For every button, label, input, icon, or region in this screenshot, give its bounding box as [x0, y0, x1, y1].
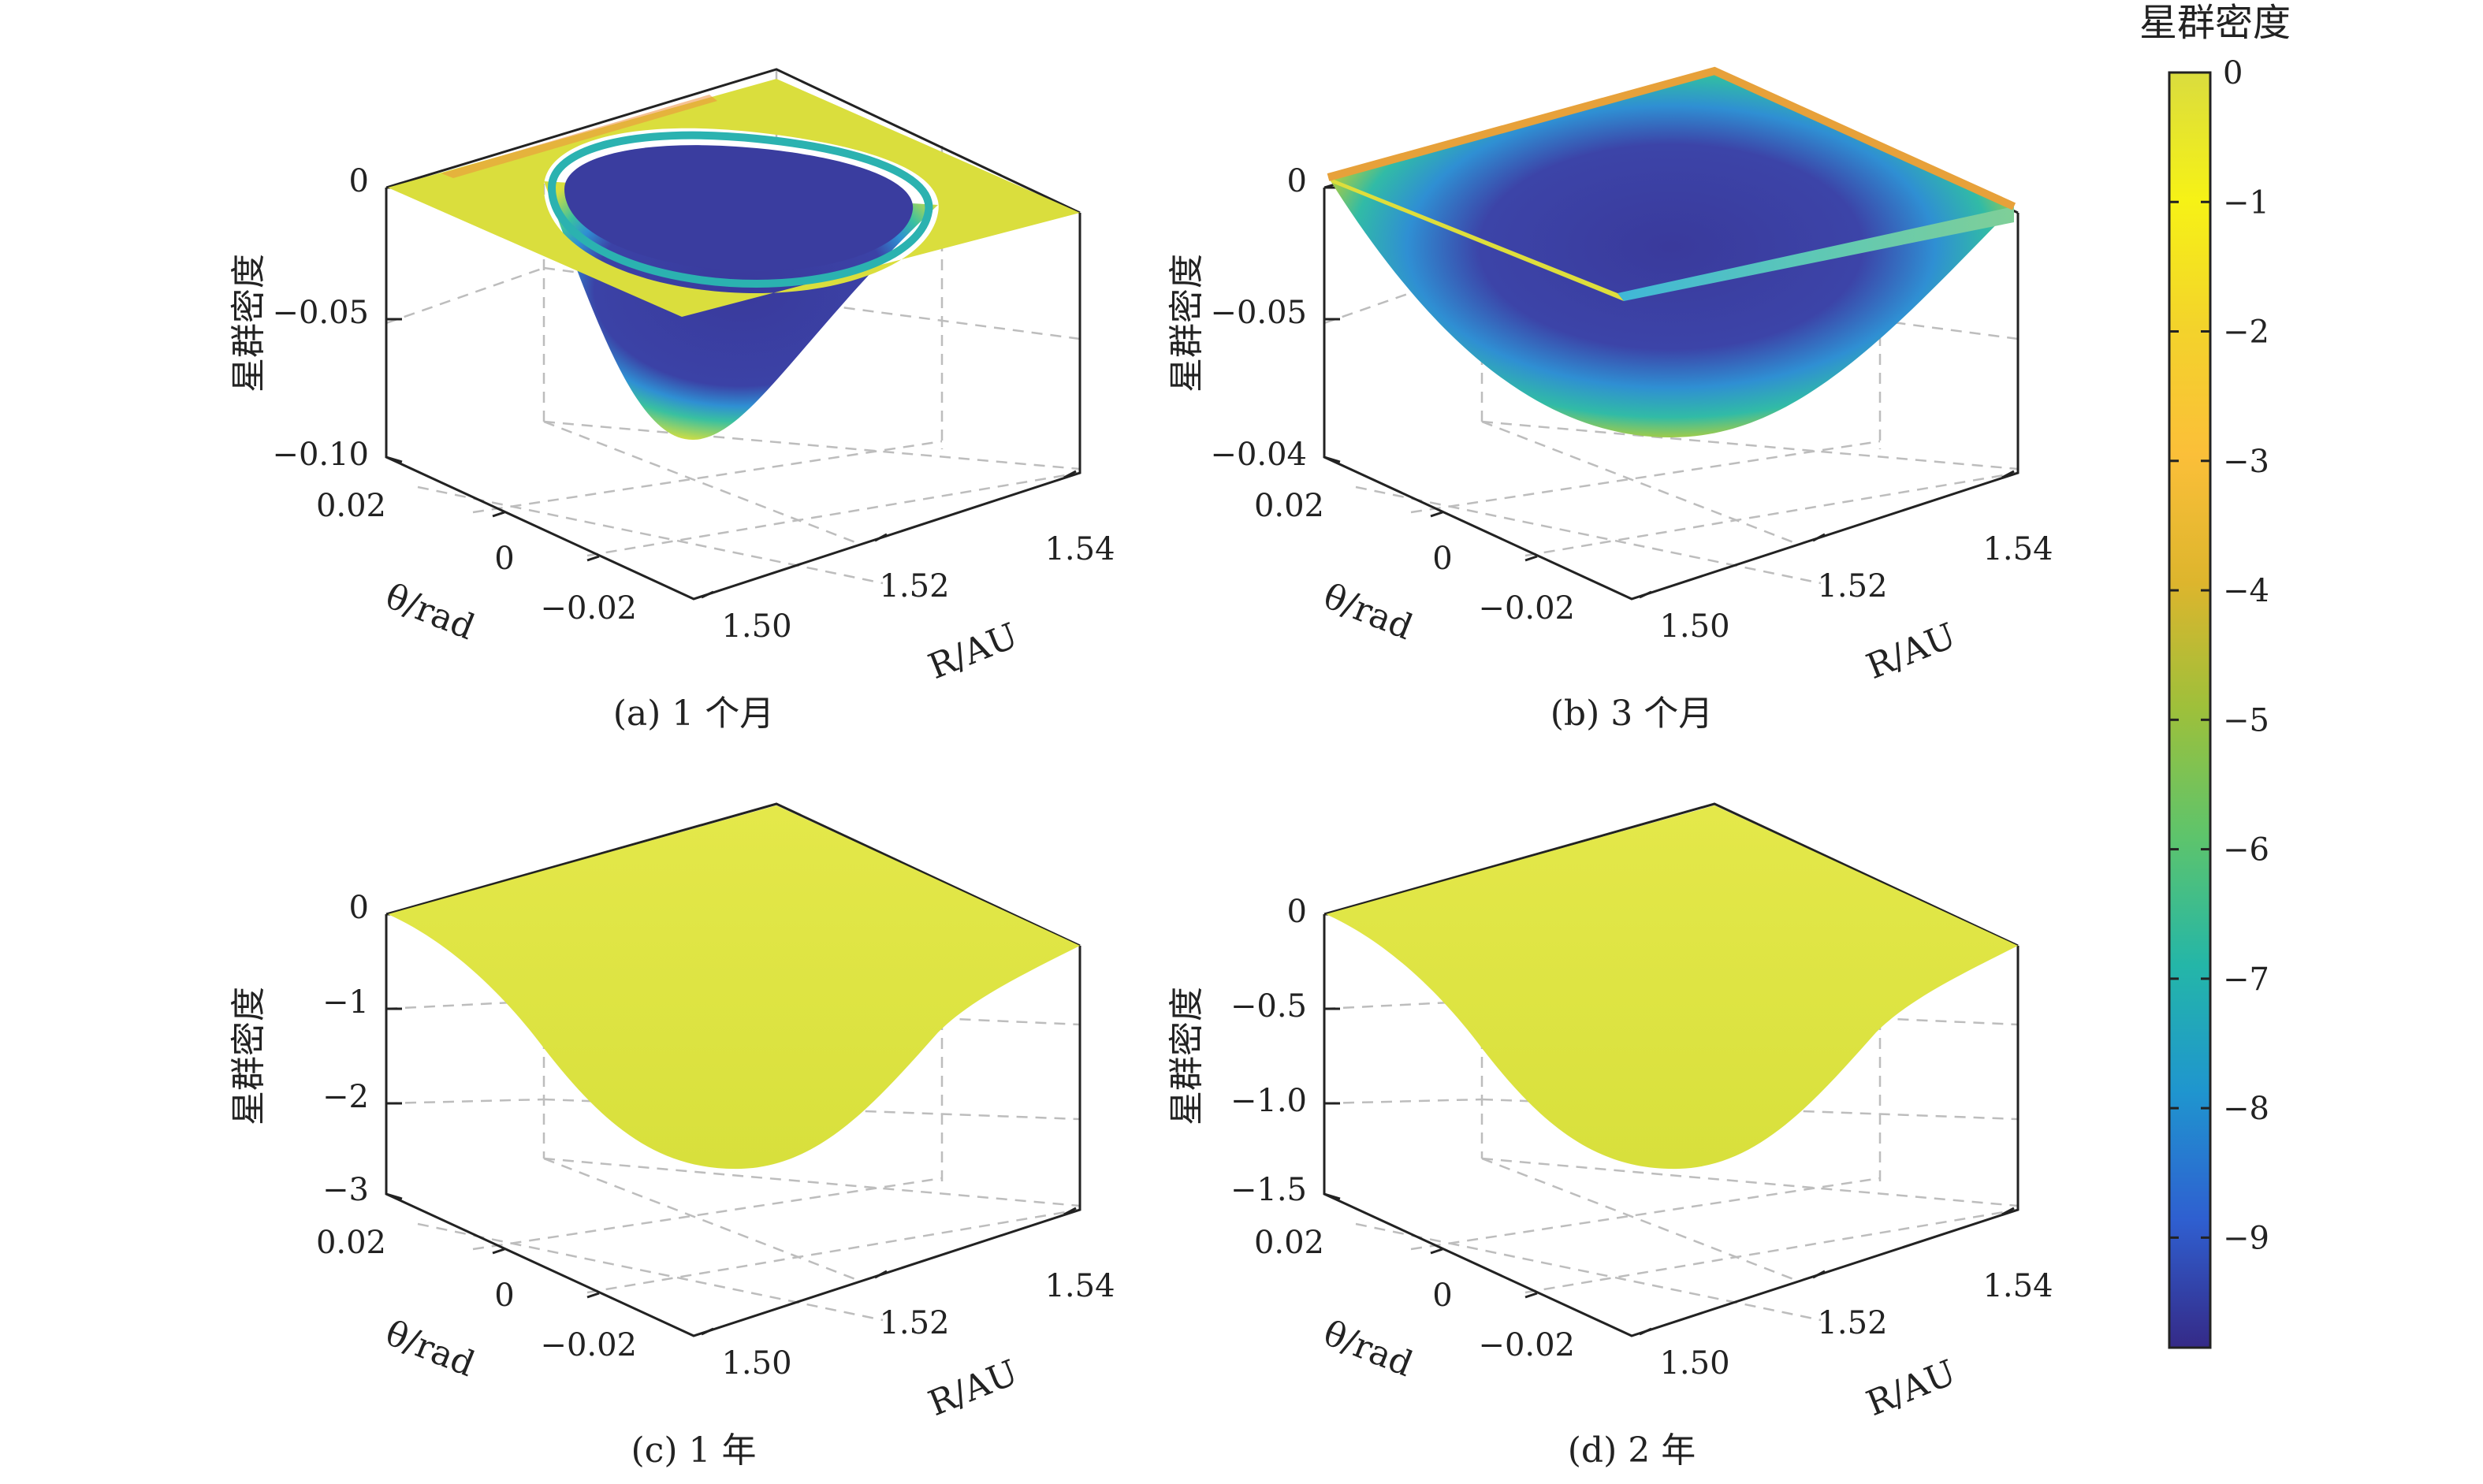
panel-b-caption: (b) 3 个月	[1550, 694, 1713, 734]
colorbar-tick-label: −9	[2223, 1220, 2269, 1256]
panel-b-ztick-0: 0	[1287, 163, 1307, 199]
colorbar-gradient	[2168, 71, 2212, 1349]
panel-c: 0 −1 −2 −3 0.02 0 −0.02 1.50 1.52 1.54 星…	[229, 802, 1115, 1471]
colorbar-ticks: 0 −1 −2 −3 −4 −5 −6 −7 −8 −9	[2169, 55, 2269, 1256]
panel-a-ztick-1: −0.05	[272, 295, 369, 331]
panel-d-xlabel: R/AU	[1861, 1352, 1961, 1424]
panel-b-xtick-0: 1.50	[1659, 608, 1729, 645]
panel-a-caption: (a) 1 个月	[613, 694, 775, 734]
panel-a-ytick-0: 0.02	[316, 488, 386, 524]
colorbar-title: 星群密度	[2139, 1, 2291, 45]
panel-c-ztick-1: −1	[322, 984, 369, 1021]
panel-d-xtick-2: 1.54	[1982, 1268, 2053, 1304]
panel-b-xlabel: R/AU	[1861, 616, 1961, 687]
colorbar-tick-label: 0	[2223, 55, 2243, 91]
panel-a-xlabel: R/AU	[923, 616, 1023, 687]
panel-d-zlabel: 星群密度	[1167, 987, 1207, 1125]
panel-b-top-edge	[1327, 66, 2016, 210]
panel-b-front-rim	[1617, 206, 2014, 301]
panel-b-ytick-2: −0.02	[1478, 590, 1575, 627]
panel-c-surface	[388, 805, 1080, 1170]
panel-c-ytick-0: 0.02	[316, 1225, 386, 1261]
panel-a-zlabel: 星群密度	[229, 254, 269, 392]
panel-d-surface	[1326, 805, 2018, 1170]
colorbar-tick-label: −2	[2223, 314, 2269, 351]
panel-a-rim-edge	[441, 95, 717, 178]
panel-d: 0 −0.5 −1.0 −1.5 0.02 0 −0.02 1.50 1.52 …	[1167, 802, 2053, 1471]
panel-a-ytick-2: −0.02	[540, 590, 637, 627]
colorbar-tick-label: −7	[2223, 961, 2269, 998]
panel-d-ztick-3: −1.5	[1230, 1172, 1307, 1208]
colorbar-tick-label: −3	[2223, 444, 2269, 480]
panel-b-bowl	[1328, 71, 2014, 437]
panel-b-ztick-1: −0.05	[1210, 295, 1307, 331]
panel-c-ylabel: θ/rad	[380, 1313, 480, 1385]
panel-a-xtick-1: 1.52	[879, 568, 949, 604]
panel-c-zlabel: 星群密度	[229, 987, 269, 1125]
colorbar-tick-label: −6	[2223, 832, 2269, 868]
panel-d-ztick-0: 0	[1287, 894, 1307, 930]
panel-a-rim	[388, 79, 1080, 317]
panel-a-surface	[388, 79, 1080, 441]
panel-b-surface	[1327, 66, 2016, 437]
panel-a-ztick-0: 0	[349, 163, 369, 199]
panel-b-ylabel: θ/rad	[1318, 576, 1418, 648]
panel-c-ytick-2: −0.02	[540, 1327, 637, 1363]
panel-a-xtick-0: 1.50	[721, 608, 791, 645]
panel-a-inner-ring	[547, 131, 933, 288]
panel-c-xtick-2: 1.54	[1044, 1268, 1115, 1304]
colorbar-tick-label: −5	[2223, 702, 2269, 738]
panel-b-ytick-1: 0	[1432, 541, 1452, 577]
colorbar-tick-label: −1	[2223, 184, 2269, 221]
panel-b-ytick-0: 0.02	[1254, 488, 1324, 524]
panel-c-ztick-3: −3	[322, 1172, 369, 1208]
panel-c-caption: (c) 1 年	[631, 1430, 757, 1471]
panel-b-xtick-1: 1.52	[1817, 568, 1887, 604]
panel-a: 0 −0.05 −0.10 0.02 0 −0.02 1.50 1.52 1.5…	[229, 68, 1115, 734]
panel-d-ytick-1: 0	[1432, 1278, 1452, 1314]
panel-d-xtick-0: 1.50	[1659, 1345, 1729, 1382]
panel-c-xlabel: R/AU	[923, 1352, 1023, 1424]
panel-d-ytick-0: 0.02	[1254, 1225, 1324, 1261]
panel-d-caption: (d) 2 年	[1568, 1430, 1696, 1471]
panel-a-ylabel: θ/rad	[380, 576, 480, 648]
panel-a-ztick-2: −0.10	[272, 437, 369, 473]
colorbar: 星群密度 0 −1 −2 −3 −4 −5 −6 −7 −8 −9	[2139, 1, 2291, 1349]
panel-d-ztick-2: −1.0	[1230, 1083, 1307, 1119]
colorbar-tick-label: −8	[2223, 1091, 2269, 1127]
colorbar-tick-label: −4	[2223, 573, 2269, 609]
panel-d-ylabel: θ/rad	[1318, 1313, 1418, 1385]
panel-c-ytick-1: 0	[494, 1278, 514, 1314]
panel-b-left-rim	[1328, 177, 1624, 301]
panel-b: 0 −0.05 −0.04 0.02 0 −0.02 1.50 1.52 1.5…	[1167, 66, 2053, 734]
panel-a-ytick-1: 0	[494, 541, 514, 577]
panel-b-xtick-2: 1.54	[1982, 531, 2053, 567]
panel-b-zlabel: 星群密度	[1167, 254, 1207, 392]
panel-c-ztick-0: 0	[349, 890, 369, 926]
panel-d-ztick-1: −0.5	[1230, 988, 1307, 1025]
panel-a-inner-bowl	[564, 145, 914, 271]
panel-b-ztick-2: −0.04	[1210, 437, 1307, 473]
panel-d-ytick-2: −0.02	[1478, 1327, 1575, 1363]
panel-c-ztick-2: −2	[322, 1079, 369, 1115]
panel-d-xtick-1: 1.52	[1817, 1305, 1887, 1341]
panel-a-xtick-2: 1.54	[1044, 531, 1115, 567]
panel-c-xtick-0: 1.50	[721, 1345, 791, 1382]
panel-c-xtick-1: 1.52	[879, 1305, 949, 1341]
